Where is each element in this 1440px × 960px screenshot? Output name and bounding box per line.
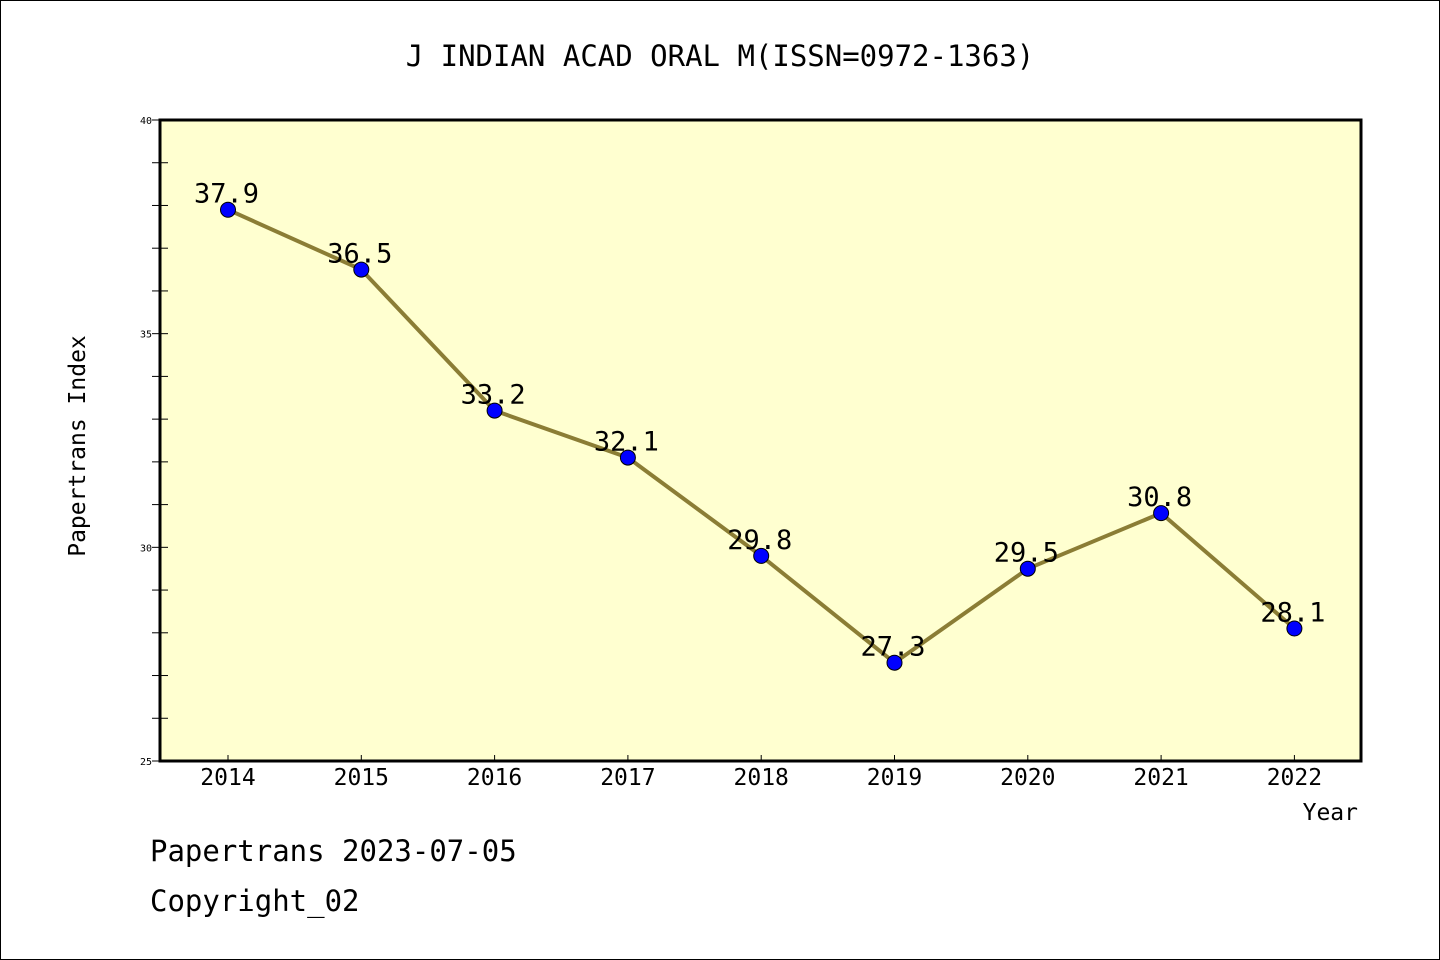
data-label: 33.2 — [461, 380, 526, 411]
data-point — [1019, 560, 1036, 577]
data-label: 32.1 — [594, 427, 659, 458]
data-label: 30.8 — [1127, 482, 1192, 513]
chart-title: J INDIAN ACAD ORAL M(ISSN=0972-1363) — [406, 39, 1035, 73]
y-tick-label: 30 — [140, 543, 152, 554]
x-axis-tick-labels: 2014 2015 2016 2017 2018 2019 2020 2021 2022 — [200, 755, 1322, 791]
x-tick-label: 2015 — [334, 765, 389, 791]
x-tick-label: 2022 — [1267, 765, 1322, 791]
data-point — [1286, 620, 1303, 637]
footer-date: Papertrans 2023-07-05 — [150, 834, 517, 868]
data-point — [1153, 505, 1170, 522]
data-point — [353, 261, 370, 278]
y-tick-label: 25 — [140, 757, 152, 768]
x-tick-label: 2017 — [600, 765, 655, 791]
data-point — [220, 201, 236, 218]
x-tick-label: 2018 — [734, 765, 789, 791]
y-axis-label: Papertrans Index — [65, 335, 91, 557]
data-label: 37.9 — [194, 179, 259, 210]
data-point — [486, 402, 503, 419]
data-label: 29.8 — [727, 525, 792, 556]
data-point — [886, 654, 903, 671]
x-tick-label: 2014 — [200, 765, 255, 791]
y-axis-minor-ticks — [152, 119, 168, 762]
x-tick-label: 2020 — [1000, 765, 1055, 791]
data-label: 36.5 — [327, 239, 392, 270]
data-labels: 37.9 36.5 33.2 32.1 29.8 27.3 29.5 30.8 28.1 — [194, 179, 1325, 663]
data-point — [753, 547, 770, 564]
data-point — [619, 449, 636, 466]
x-tick-label: 2016 — [467, 765, 522, 791]
plot-area — [158, 118, 1363, 763]
x-tick-label: 2021 — [1133, 765, 1188, 791]
data-label: 27.3 — [861, 632, 926, 663]
x-axis-label: Year — [1303, 800, 1358, 826]
y-tick-label: 35 — [140, 330, 152, 341]
data-label: 29.5 — [994, 538, 1059, 569]
x-tick-label: 2019 — [867, 765, 922, 791]
data-points — [220, 201, 1303, 671]
data-label: 28.1 — [1260, 598, 1325, 629]
y-tick-label: 40 — [140, 116, 152, 127]
footer-copyright: Copyright_02 — [150, 884, 360, 918]
y-axis-tick-labels: 25 30 35 40 — [140, 116, 152, 768]
